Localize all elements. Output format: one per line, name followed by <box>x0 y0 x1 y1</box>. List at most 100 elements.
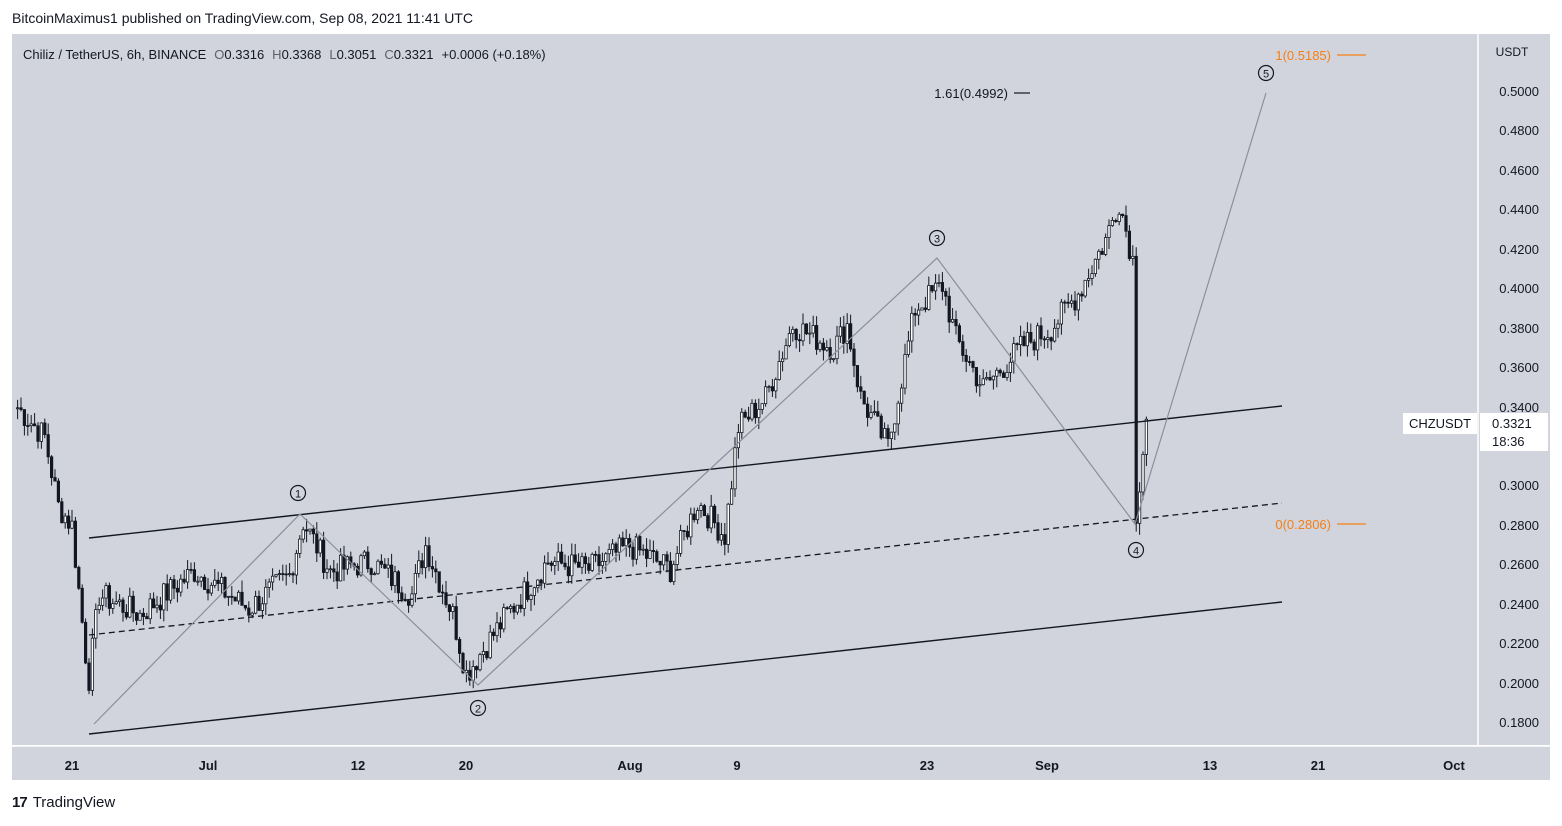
candle-down[interactable] <box>366 551 370 570</box>
candle-down[interactable] <box>304 529 309 532</box>
candle-down[interactable] <box>988 377 992 381</box>
candle-down[interactable] <box>342 554 346 570</box>
wave-label-2[interactable]: 2 <box>469 699 487 717</box>
elliott-wave-path[interactable] <box>93 92 1267 725</box>
candle-up[interactable] <box>471 666 475 681</box>
candle-up[interactable] <box>709 505 713 529</box>
candle-down[interactable] <box>498 622 503 630</box>
candle-down[interactable] <box>638 536 642 551</box>
candle-down[interactable] <box>651 550 656 552</box>
candle-down[interactable] <box>145 616 149 620</box>
candle-down[interactable] <box>974 367 979 387</box>
candle-up[interactable] <box>325 568 329 573</box>
candle-up[interactable] <box>733 447 737 490</box>
candle-up[interactable] <box>111 603 115 609</box>
candle-down[interactable] <box>645 548 649 559</box>
candle-up[interactable] <box>757 408 761 419</box>
candle-down[interactable] <box>26 425 30 427</box>
candle-up[interactable] <box>495 622 499 637</box>
candle-down[interactable] <box>121 599 125 613</box>
candle-up[interactable] <box>155 604 159 609</box>
candle-up[interactable] <box>1053 327 1057 342</box>
candle-down[interactable] <box>134 612 139 621</box>
candle-up[interactable] <box>1008 361 1013 373</box>
candle-down[interactable] <box>794 328 798 341</box>
candle-down[interactable] <box>546 562 550 565</box>
candle-up[interactable] <box>168 579 173 601</box>
candle-down[interactable] <box>879 415 883 439</box>
candle-down[interactable] <box>33 423 37 427</box>
candle-up[interactable] <box>719 534 724 541</box>
candle-up[interactable] <box>889 431 894 440</box>
candle-up[interactable] <box>1131 255 1135 259</box>
candle-up[interactable] <box>1117 213 1121 222</box>
candle-down[interactable] <box>291 573 295 576</box>
candle-up[interactable] <box>767 386 771 389</box>
candle-up[interactable] <box>522 581 526 609</box>
candle-down[interactable] <box>862 390 866 405</box>
candle-down[interactable] <box>233 596 237 602</box>
candle-down[interactable] <box>961 341 965 356</box>
candle-down[interactable] <box>753 402 758 419</box>
candle-up[interactable] <box>1036 325 1040 351</box>
candle-up[interactable] <box>927 285 931 310</box>
candle-down[interactable] <box>971 361 975 368</box>
candle-down[interactable] <box>658 560 662 566</box>
candle-up[interactable] <box>818 342 822 350</box>
candle-down[interactable] <box>566 566 571 577</box>
candle-up[interactable] <box>219 576 224 584</box>
tradingview-logo-icon[interactable]: 17 <box>12 794 28 811</box>
candle-down[interactable] <box>396 571 401 594</box>
candle-up[interactable] <box>359 555 363 576</box>
candle-up[interactable] <box>1005 371 1009 378</box>
candle-up[interactable] <box>896 402 900 425</box>
candle-up[interactable] <box>148 598 152 620</box>
candle-up[interactable] <box>634 536 639 560</box>
candle-up[interactable] <box>413 573 418 595</box>
candle-up[interactable] <box>478 654 482 671</box>
candle-down[interactable] <box>485 651 489 659</box>
candle-up[interactable] <box>696 510 700 521</box>
candle-down[interactable] <box>22 409 27 426</box>
candle-down[interactable] <box>1100 250 1104 255</box>
fib-0-label[interactable]: 0(0.2806) <box>1275 517 1331 532</box>
candle-up[interactable] <box>910 312 914 342</box>
candle-down[interactable] <box>512 605 516 613</box>
candle-up[interactable] <box>328 568 333 571</box>
candle-up[interactable] <box>1093 258 1097 275</box>
candle-up[interactable] <box>236 591 241 602</box>
candle-up[interactable] <box>590 553 594 571</box>
candle-up[interactable] <box>764 386 768 405</box>
candle-down[interactable] <box>631 546 635 560</box>
candlestick-series[interactable] <box>15 205 1148 696</box>
candle-down[interactable] <box>311 528 316 535</box>
fib-1-label[interactable]: 1(0.5185) <box>1275 48 1331 63</box>
candle-down[interactable] <box>77 566 81 589</box>
candle-up[interactable] <box>934 282 938 292</box>
candle-up[interactable] <box>1019 335 1023 346</box>
candle-down[interactable] <box>335 571 339 582</box>
candle-down[interactable] <box>1066 301 1070 304</box>
candle-up[interactable] <box>978 384 982 387</box>
candle-up[interactable] <box>301 529 305 540</box>
candle-down[interactable] <box>930 285 934 292</box>
candle-down[interactable] <box>1124 215 1128 232</box>
candle-down[interactable] <box>1049 337 1053 342</box>
candle-down[interactable] <box>332 568 336 573</box>
candle-up[interactable] <box>760 403 764 410</box>
candle-up[interactable] <box>825 347 829 351</box>
candle-up[interactable] <box>808 332 812 335</box>
candle-up[interactable] <box>260 603 265 611</box>
candle-down[interactable] <box>747 416 751 420</box>
candle-up[interactable] <box>893 423 897 433</box>
candle-up[interactable] <box>267 581 271 588</box>
candle-down[interactable] <box>369 568 373 575</box>
candle-up[interactable] <box>617 537 622 553</box>
candle-down[interactable] <box>821 342 826 351</box>
candle-down[interactable] <box>964 355 968 362</box>
candle-up[interactable] <box>811 325 815 334</box>
candle-up[interactable] <box>294 552 299 576</box>
candle-down[interactable] <box>852 348 856 366</box>
candle-up[interactable] <box>185 569 190 583</box>
